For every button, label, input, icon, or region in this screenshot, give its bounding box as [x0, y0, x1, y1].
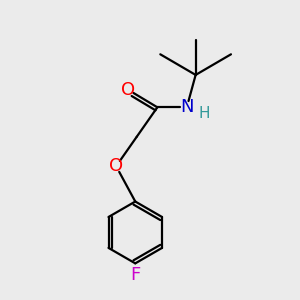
Text: F: F [130, 266, 140, 284]
Text: O: O [109, 157, 123, 175]
Text: O: O [121, 81, 135, 99]
Text: H: H [199, 106, 210, 121]
Text: N: N [180, 98, 194, 116]
